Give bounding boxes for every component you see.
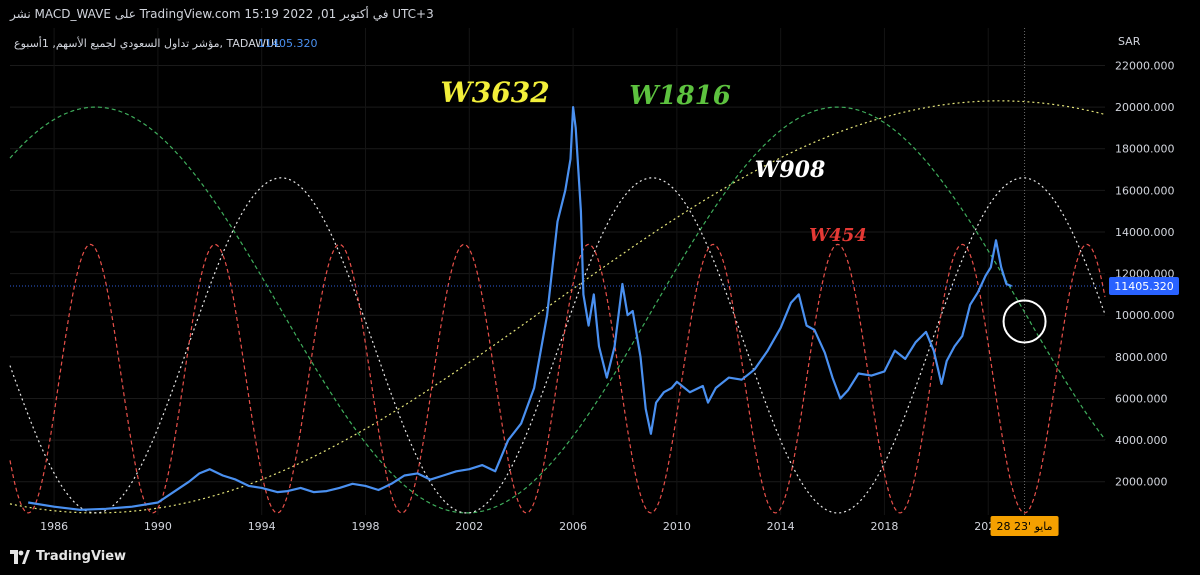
x-axis[interactable]: 1986 1990 1994 1998 2002 2006 2010 2014 2018 2022 — [40, 520, 1002, 533]
brand-name: TradingView — [36, 549, 127, 564]
y-tick-label: 22000.000 — [1115, 59, 1175, 72]
grid — [10, 28, 1105, 515]
legend-last-value: 11405.320 — [258, 37, 318, 50]
y-axis[interactable]: 2000.000 4000.000 6000.000 8000.000 10000.00… — [1115, 59, 1175, 488]
x-tick-label: 2010 — [663, 520, 691, 533]
y-tick-label: 16000.000 — [1115, 184, 1175, 197]
x-tick-label: 2018 — [870, 520, 898, 533]
y-tick-label: 14000.000 — [1115, 226, 1175, 239]
symbol-label: مؤشر تداول السعودي لجميع الأسهم, 1أسبوع,… — [14, 36, 281, 50]
wave-w908 — [9, 177, 1106, 514]
x-tick-label: 2002 — [455, 520, 483, 533]
wave-label-w908: W908 — [755, 157, 826, 183]
last-value-badge: 11405.320 — [1109, 276, 1179, 295]
highlight-circle — [1002, 299, 1047, 344]
x-tick-label: 2006 — [559, 520, 587, 533]
wave-label-w3632: W3632 — [440, 76, 549, 109]
y-tick-label: 6000.000 — [1115, 392, 1168, 405]
x-tick-label: 1994 — [248, 520, 276, 533]
x-tick-label: 1990 — [144, 520, 172, 533]
y-tick-label: 8000.000 — [1115, 351, 1168, 364]
currency-label: SAR — [1118, 35, 1141, 48]
price-series-line — [28, 106, 1013, 511]
y-tick-label: 4000.000 — [1115, 434, 1168, 447]
y-tick-label: 2000.000 — [1115, 476, 1168, 489]
publish-header: نشر MACD_WAVE على TradingView.com في أكت… — [0, 0, 1200, 28]
date-marker-badge: 28 مايو '23 — [990, 516, 1059, 536]
chart-background — [0, 28, 1200, 541]
wave-label-w1816: W1816 — [629, 81, 731, 111]
date-marker-badge-bg — [990, 516, 1059, 536]
y-tick-label: 18000.000 — [1115, 143, 1175, 156]
y-tick-label: 20000.000 — [1115, 101, 1175, 114]
last-value-badge-text: 11405.320 — [1114, 280, 1174, 293]
x-tick-label: 1998 — [351, 520, 379, 533]
cycle-waves — [9, 100, 1106, 514]
wave-w454 — [9, 243, 1106, 514]
y-tick-label: 10000.000 — [1115, 309, 1175, 322]
last-value-badge-bg — [1109, 276, 1179, 295]
price-chart[interactable]: W3632 W1816 W908 W454 مؤشر تداول السعودي… — [0, 0, 1200, 541]
tradingview-icon — [10, 549, 30, 564]
tradingview-logo[interactable]: TradingView — [10, 549, 126, 564]
date-marker-badge-text: 28 مايو '23 — [997, 520, 1053, 533]
footer: TradingView — [0, 541, 1200, 575]
wave-label-w454: W454 — [809, 225, 867, 246]
x-tick-label: 1986 — [40, 520, 68, 533]
x-tick-label: 2014 — [767, 520, 795, 533]
publish-info-text: نشر MACD_WAVE على TradingView.com في أكت… — [10, 7, 434, 21]
